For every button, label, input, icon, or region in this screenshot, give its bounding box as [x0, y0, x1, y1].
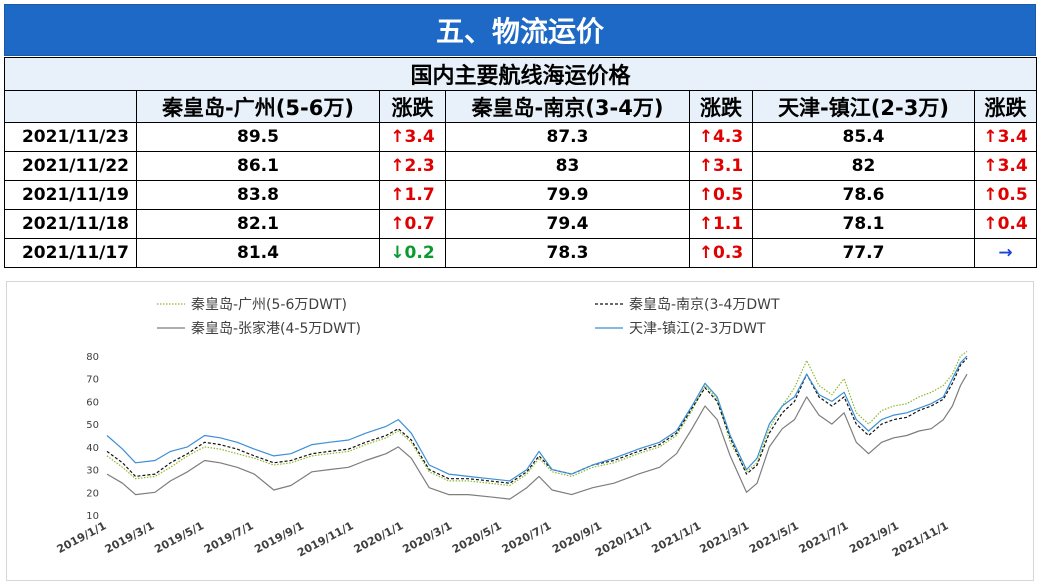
y-tick-label: 80 — [86, 352, 99, 363]
x-tick-label: 2021/7/1 — [797, 519, 851, 556]
column-header-qhd-guangzhou: 秦皇岛-广州(5-6万) — [136, 90, 380, 123]
rate-qhd-guangzhou: 89.5 — [136, 122, 380, 152]
table-subtitle: 国内主要航线海运价格 — [3, 57, 1038, 91]
table-row: 2021/11/22 86.1 ↑2.3 83 ↑3.1 82 ↑3.4 — [4, 151, 1038, 181]
column-header-date — [4, 90, 137, 123]
row-date: 2021/11/17 — [4, 238, 137, 268]
column-header-qhd-nanjing: 秦皇岛-南京(3-4万) — [445, 90, 690, 123]
x-tick-label: 2019/5/1 — [152, 519, 206, 556]
series-line — [106, 355, 968, 482]
x-tick-label: 2021/1/1 — [649, 519, 703, 556]
rate-qhd-nanjing: 87.3 — [445, 122, 690, 152]
table-row: 2021/11/18 82.1 ↑0.7 79.4 ↑1.1 78.1 ↑0.4 — [4, 209, 1038, 239]
rates-table: 国内主要航线海运价格 秦皇岛-广州(5-6万) 涨跌 秦皇岛-南京(3-4万) … — [3, 57, 1038, 268]
column-header-change-2: 涨跌 — [689, 90, 753, 123]
change-qhd-guangzhou: ↑0.7 — [379, 209, 446, 239]
rate-qhd-nanjing: 79.4 — [445, 209, 690, 239]
y-tick-label: 40 — [86, 443, 99, 454]
change-qhd-nanjing: ↑0.3 — [689, 238, 753, 268]
rate-qhd-nanjing: 83 — [445, 151, 690, 181]
change-qhd-nanjing: ↑0.5 — [689, 180, 753, 210]
series-line — [106, 357, 968, 484]
y-tick-label: 20 — [86, 488, 99, 499]
legend-label: 天津-镇江(2-3万DWT — [629, 321, 766, 337]
rate-qhd-guangzhou: 81.4 — [136, 238, 380, 268]
change-tianjin-zhenjiang: ↑0.5 — [973, 180, 1038, 210]
x-tick-label: 2019/11/1 — [295, 519, 356, 559]
line-chart-svg: 10 20 30 40 50 60 70 80 2019/1/12019/3/12019/5/1… — [55, 297, 968, 560]
rate-tianjin-zhenjiang: 78.1 — [752, 209, 975, 239]
change-tianjin-zhenjiang: ↑3.4 — [973, 122, 1038, 152]
y-tick-label: 10 — [86, 511, 99, 522]
series-line — [106, 373, 968, 500]
row-date: 2021/11/23 — [4, 122, 137, 152]
row-date: 2021/11/19 — [4, 180, 137, 210]
section-banner: 五、物流运价 — [4, 4, 1036, 56]
change-qhd-nanjing: ↑4.3 — [689, 122, 753, 152]
x-tick-label: 2021/3/1 — [697, 519, 751, 556]
rate-qhd-nanjing: 79.9 — [445, 180, 690, 210]
x-tick-label: 2020/7/1 — [500, 519, 554, 556]
x-tick-label: 2019/7/1 — [202, 519, 256, 556]
y-tick-label: 70 — [86, 375, 99, 386]
y-tick-label: 50 — [86, 420, 99, 431]
x-tick-label: 2019/1/1 — [55, 519, 109, 556]
change-tianjin-zhenjiang: ↑3.4 — [973, 151, 1038, 181]
x-tick-label: 2020/3/1 — [400, 519, 454, 556]
section-title: 五、物流运价 — [435, 15, 604, 48]
x-tick-label: 2021/11/1 — [890, 519, 951, 559]
column-header-tianjin-zhenjiang: 天津-镇江(2-3万) — [752, 90, 975, 123]
table-row: 2021/11/17 81.4 ↓0.2 78.3 ↑0.3 77.7 → — [4, 238, 1038, 268]
rate-tianjin-zhenjiang: 78.6 — [752, 180, 975, 210]
x-tick-label: 2021/5/1 — [747, 519, 801, 556]
table-row: 2021/11/23 89.5 ↑3.4 87.3 ↑4.3 85.4 ↑3.4 — [4, 122, 1038, 152]
legend-label: 秦皇岛-南京(3-4万DWT — [629, 297, 780, 313]
rate-qhd-guangzhou: 86.1 — [136, 151, 380, 181]
rate-qhd-guangzhou: 83.8 — [136, 180, 380, 210]
legend-label: 秦皇岛-张家港(4-5万DWT) — [191, 320, 361, 337]
change-qhd-nanjing: ↑1.1 — [689, 209, 753, 239]
rate-tianjin-zhenjiang: 77.7 — [752, 238, 975, 268]
rate-tianjin-zhenjiang: 85.4 — [752, 122, 975, 152]
y-tick-label: 60 — [86, 397, 99, 408]
change-qhd-guangzhou: ↑2.3 — [379, 151, 446, 181]
row-date: 2021/11/22 — [4, 151, 137, 181]
table-row: 2021/11/19 83.8 ↑1.7 79.9 ↑0.5 78.6 ↑0.5 — [4, 180, 1038, 210]
x-tick-label: 2020/5/1 — [450, 519, 504, 556]
x-tick-label: 2020/1/1 — [352, 519, 406, 556]
x-tick-label: 2020/11/1 — [593, 519, 654, 559]
column-header-change-1: 涨跌 — [379, 90, 446, 123]
change-qhd-nanjing: ↑3.1 — [689, 151, 753, 181]
change-qhd-guangzhou: ↑3.4 — [379, 122, 446, 152]
rate-qhd-guangzhou: 82.1 — [136, 209, 380, 239]
x-tick-label: 2019/3/1 — [103, 519, 157, 556]
change-tianjin-zhenjiang: ↑0.4 — [973, 209, 1038, 239]
change-tianjin-zhenjiang: → — [973, 238, 1038, 268]
change-qhd-guangzhou: ↓0.2 — [379, 238, 446, 268]
row-date: 2021/11/18 — [4, 209, 137, 239]
table-header-row: 秦皇岛-广州(5-6万) 涨跌 秦皇岛-南京(3-4万) 涨跌 天津-镇江(2-… — [4, 90, 1038, 123]
rate-qhd-nanjing: 78.3 — [445, 238, 690, 268]
table-subtitle-row: 国内主要航线海运价格 — [3, 57, 1038, 91]
change-qhd-guangzhou: ↑1.7 — [379, 180, 446, 210]
series-line — [106, 351, 968, 487]
y-tick-label: 30 — [86, 466, 99, 477]
column-header-change-3: 涨跌 — [973, 90, 1038, 123]
legend-label: 秦皇岛-广州(5-6万DWT) — [191, 297, 347, 313]
freight-rate-chart: 10 20 30 40 50 60 70 80 2019/1/1 2019/3/1 2019/5/1… — [6, 281, 1034, 581]
rate-tianjin-zhenjiang: 82 — [752, 151, 975, 181]
